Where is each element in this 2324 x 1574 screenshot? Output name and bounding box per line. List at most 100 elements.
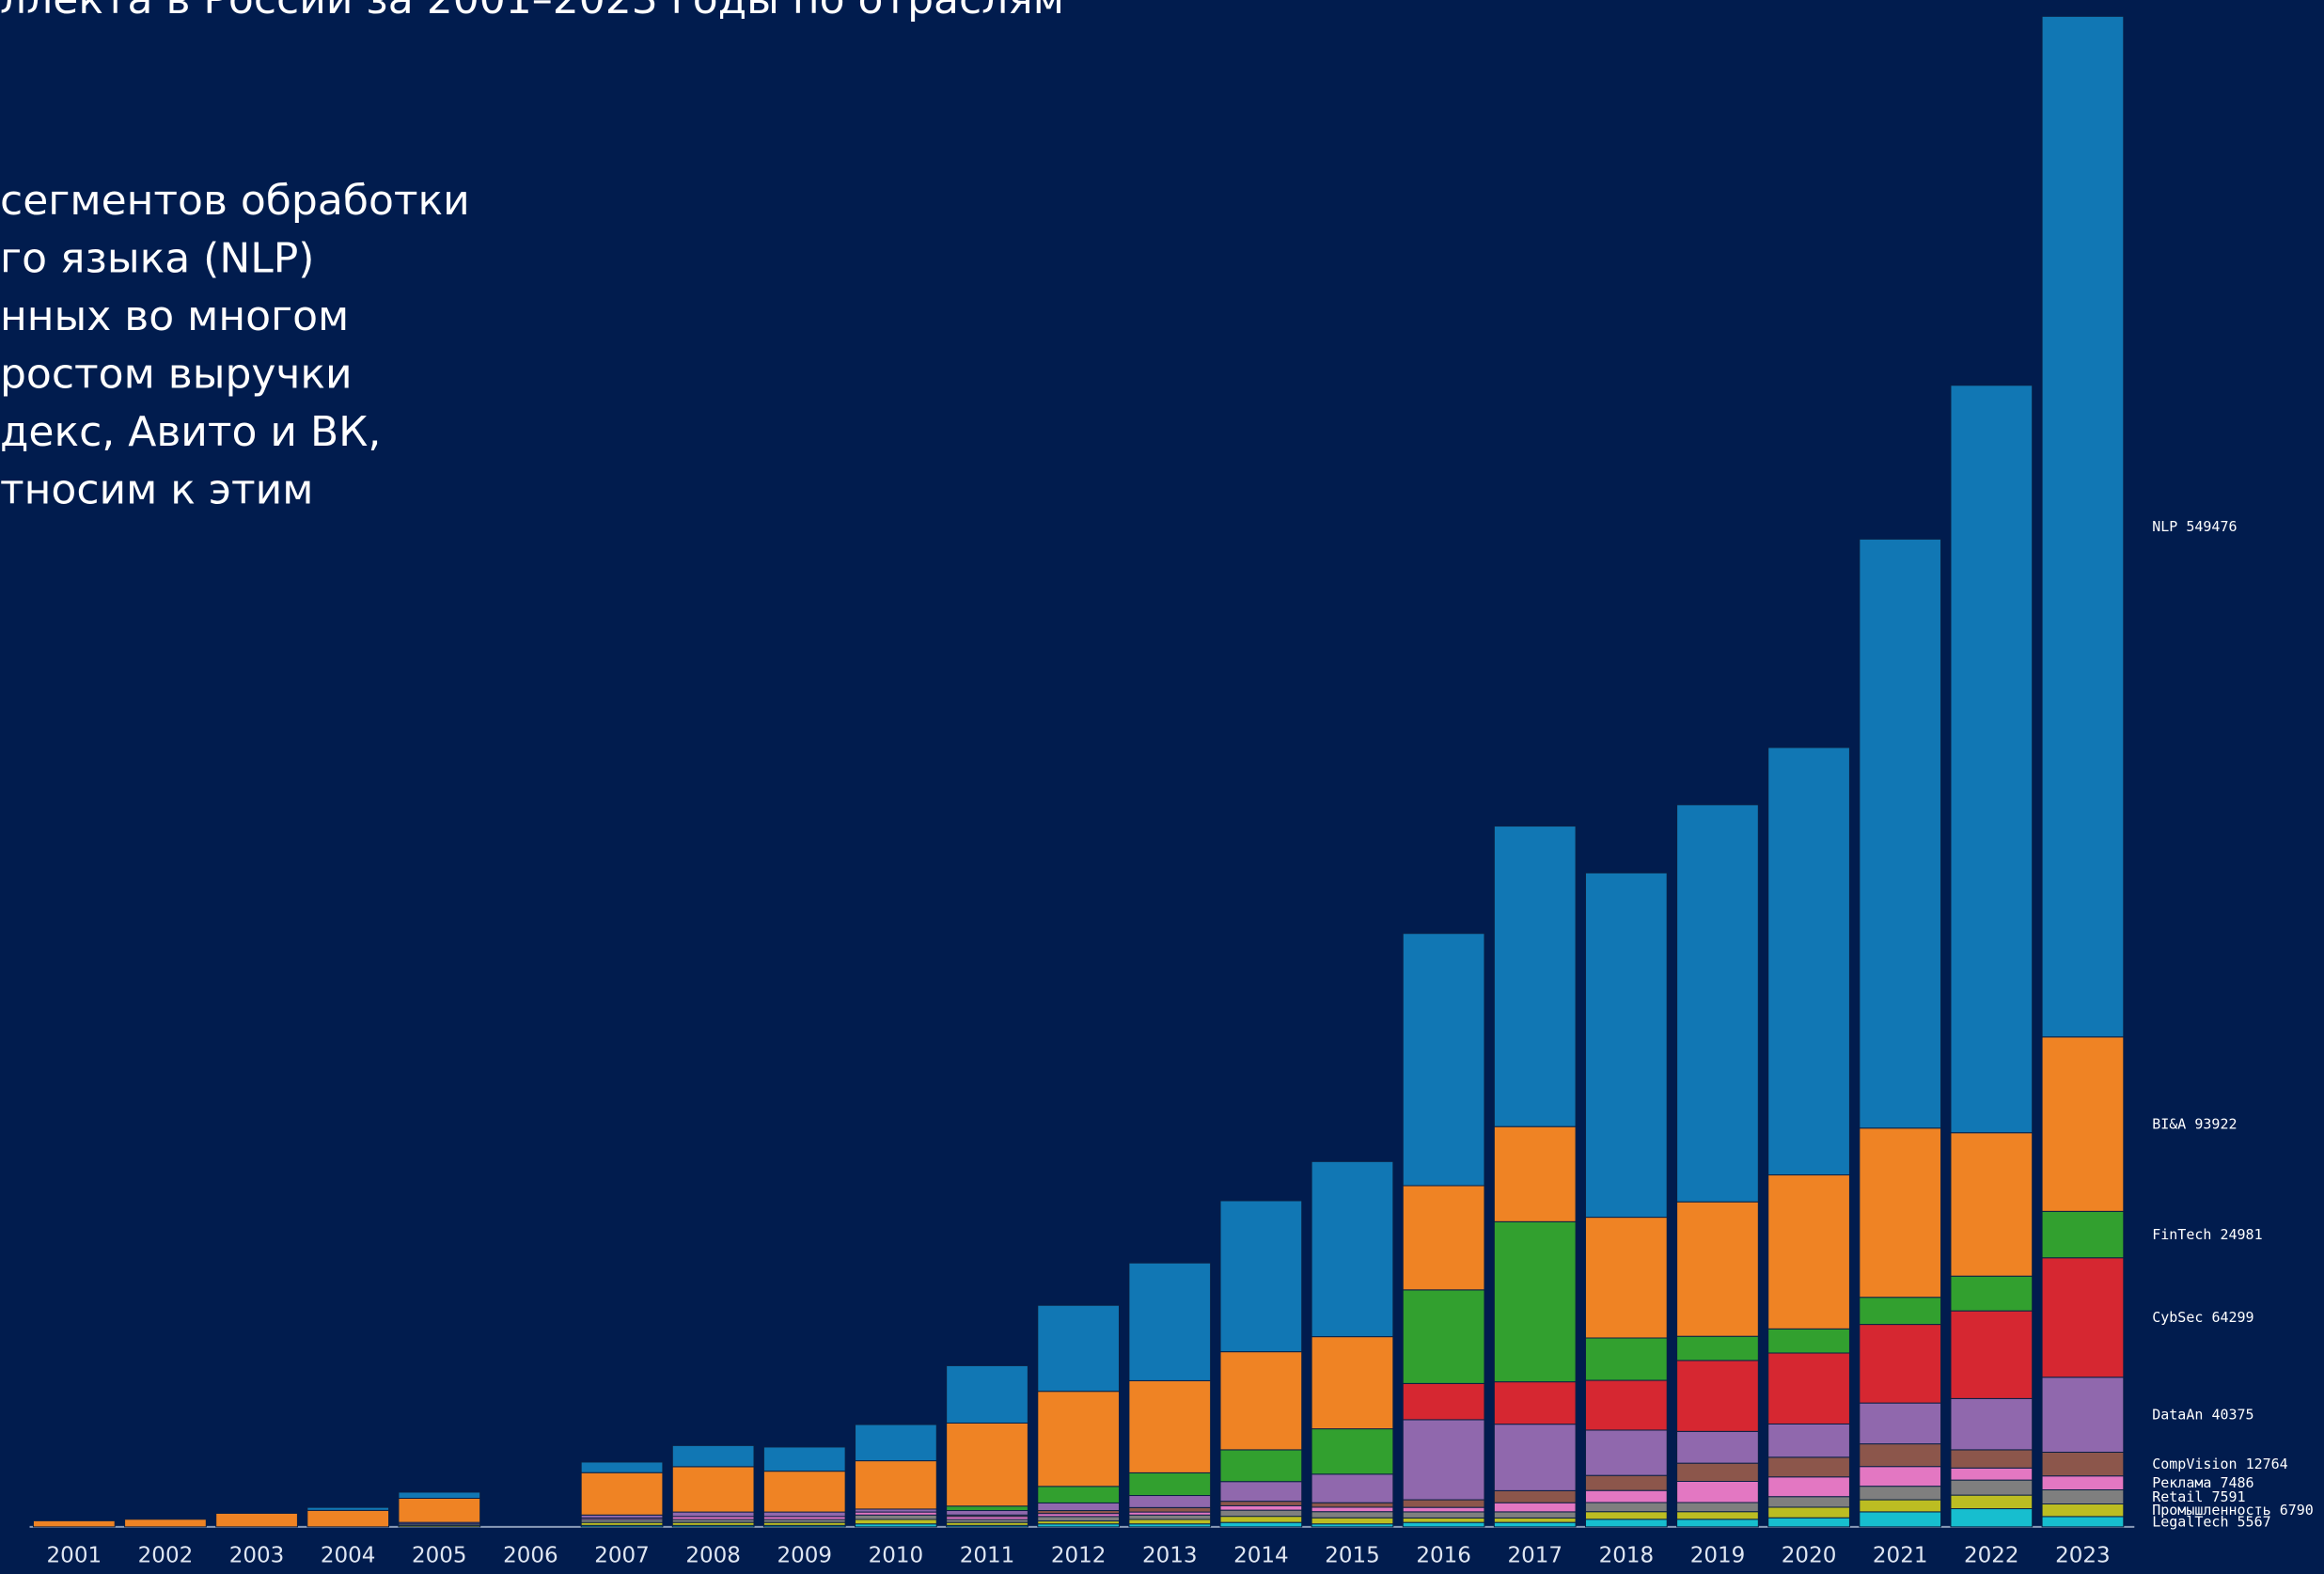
bar-segment bbox=[1584, 1429, 1668, 1476]
bar-segment bbox=[1950, 1310, 2034, 1399]
end-label-value: 5567 bbox=[2238, 1513, 2271, 1530]
bar-segment bbox=[1219, 1509, 1303, 1518]
end-label-value: 6790 bbox=[2280, 1502, 2314, 1519]
bar-segment bbox=[1584, 1502, 1668, 1513]
bar-segment bbox=[1584, 1511, 1668, 1520]
end-label: BI&A 93922 bbox=[2152, 1115, 2237, 1132]
bar-segment bbox=[855, 1519, 937, 1525]
bar-segment bbox=[1311, 1517, 1394, 1525]
bar-segment bbox=[946, 1422, 1029, 1507]
bar-segment bbox=[1950, 1494, 2034, 1510]
x-tick-label: 2019 bbox=[1690, 1544, 1746, 1568]
bar-segment bbox=[1859, 1486, 1942, 1501]
bar-segment bbox=[1493, 1517, 1577, 1523]
bar-segment bbox=[1402, 1289, 1485, 1384]
end-label: NLP 549476 bbox=[2152, 518, 2237, 535]
end-label-value: 24981 bbox=[2220, 1226, 2262, 1243]
bar-segment bbox=[1950, 1449, 2034, 1469]
bar-segment bbox=[1402, 1499, 1485, 1508]
bar-segment bbox=[1402, 1185, 1485, 1291]
x-tick-label: 2003 bbox=[229, 1544, 285, 1568]
end-label-name: CompVision bbox=[2152, 1456, 2237, 1472]
bar-segment bbox=[946, 1510, 1029, 1516]
x-tick-label: 2004 bbox=[321, 1544, 376, 1568]
bar-segment bbox=[1859, 1324, 1942, 1404]
end-label-name: Реклама bbox=[2152, 1474, 2211, 1491]
bar-segment bbox=[2041, 1210, 2125, 1259]
bar-segment bbox=[1219, 1501, 1303, 1506]
bar-segment bbox=[580, 1461, 664, 1473]
end-label-name: Retail bbox=[2152, 1487, 2203, 1504]
x-tick-label: 2018 bbox=[1599, 1544, 1655, 1568]
bar-segment bbox=[1950, 385, 2034, 1134]
bar-segment bbox=[1676, 1201, 1759, 1337]
bar-segment bbox=[1767, 1517, 1850, 1528]
bar-segment bbox=[1311, 1506, 1394, 1513]
annotation-line: тносим к этим bbox=[0, 465, 313, 513]
bar-segment bbox=[1219, 1481, 1303, 1503]
end-label-name: BI&A bbox=[2152, 1115, 2186, 1132]
bar-segment bbox=[1402, 1382, 1485, 1421]
end-label-value: 64299 bbox=[2211, 1309, 2253, 1326]
bar-segment bbox=[1402, 1506, 1485, 1513]
bar-segment bbox=[671, 1511, 755, 1518]
end-label: CompVision 12764 bbox=[2152, 1456, 2288, 1472]
x-tick-label: 2014 bbox=[1233, 1544, 1289, 1568]
end-label-name: NLP bbox=[2152, 518, 2177, 535]
annotation-line: го языка (NLP) bbox=[0, 234, 314, 282]
bar-segment bbox=[1311, 1473, 1394, 1503]
bar-segment bbox=[1676, 1335, 1759, 1362]
bar-segment bbox=[1584, 872, 1668, 1219]
chart-title: ллекта в России за 2001–2023 годы по отр… bbox=[0, 0, 1064, 24]
annotation-line: сегментов обработки bbox=[0, 177, 470, 225]
bar-segment bbox=[1037, 1502, 1120, 1512]
bar-segment bbox=[1402, 1511, 1485, 1519]
bar-segment bbox=[1767, 747, 1850, 1176]
bar-segment bbox=[1859, 1127, 1942, 1299]
bar-segment bbox=[1128, 1379, 1212, 1473]
annotation-line: нных во многом bbox=[0, 292, 349, 340]
x-tick-label: 2017 bbox=[1507, 1544, 1562, 1568]
end-label-name: Промышленность bbox=[2152, 1502, 2270, 1519]
bar-segment bbox=[1128, 1262, 1212, 1381]
bar-segment bbox=[1128, 1472, 1212, 1497]
bar-segment bbox=[1676, 804, 1759, 1203]
end-label-value: 40375 bbox=[2211, 1406, 2253, 1423]
bar-segment bbox=[124, 1519, 207, 1528]
bar-segment bbox=[1950, 1275, 2034, 1312]
end-label-value: 7486 bbox=[2220, 1474, 2253, 1491]
bar-segment bbox=[1219, 1521, 1303, 1528]
bar-segment bbox=[1676, 1462, 1759, 1482]
x-tick-label: 2002 bbox=[138, 1544, 194, 1568]
bar-segment bbox=[1311, 1428, 1394, 1475]
bar-segment bbox=[1584, 1217, 1668, 1339]
bar-segment bbox=[1402, 1419, 1485, 1501]
bar-segment bbox=[2041, 1377, 2125, 1453]
end-label: Промышленность 6790 bbox=[2152, 1502, 2314, 1519]
bar-segment bbox=[1037, 1486, 1120, 1503]
bar-segment bbox=[1676, 1502, 1759, 1513]
x-tick-label: 2008 bbox=[685, 1544, 741, 1568]
bar-segment bbox=[671, 1466, 755, 1513]
bar-segment bbox=[2041, 1451, 2125, 1477]
bar-segment bbox=[1584, 1489, 1668, 1503]
bar-segment bbox=[1128, 1514, 1212, 1520]
annotation-line: декс, Авито и ВК, bbox=[0, 408, 381, 456]
bar-segment bbox=[1584, 1474, 1668, 1491]
bar-segment bbox=[1311, 1160, 1394, 1338]
bar-segment bbox=[1128, 1519, 1212, 1525]
end-label-value: 12764 bbox=[2246, 1456, 2288, 1472]
bar-segment bbox=[1493, 1381, 1577, 1425]
bar-segment bbox=[762, 1511, 846, 1518]
bar-segment bbox=[1311, 1502, 1394, 1508]
end-label-value: 93922 bbox=[2194, 1115, 2237, 1132]
bar-segment bbox=[1859, 1297, 1942, 1326]
bar-segment bbox=[946, 1364, 1029, 1424]
bar-segment bbox=[1767, 1174, 1850, 1330]
bar-segment bbox=[2041, 1516, 2125, 1528]
bar-segment bbox=[1037, 1304, 1120, 1393]
x-tick-label: 2001 bbox=[47, 1544, 102, 1568]
end-label: DataAn 40375 bbox=[2152, 1406, 2253, 1423]
bar-segment bbox=[855, 1424, 937, 1462]
